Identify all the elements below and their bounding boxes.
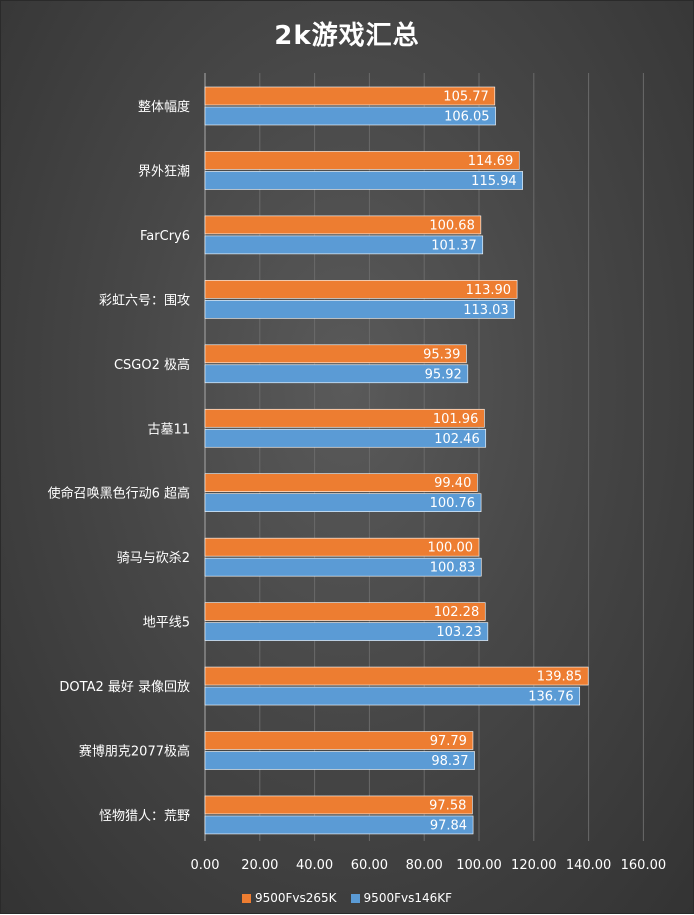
category-label: CSGO2 极高 — [114, 357, 190, 373]
bar-value-label: 136.76 — [528, 690, 574, 705]
category-label: 赛博朋克2077极高 — [79, 744, 190, 760]
category-label: 界外狂潮 — [138, 164, 190, 179]
bar-series-1 — [204, 151, 520, 170]
bar-value-label: 105.77 — [443, 90, 489, 105]
bar-series-1 — [204, 473, 478, 493]
bar-value-label: 95.92 — [425, 367, 462, 382]
bar-value-label: 100.00 — [428, 541, 474, 556]
legend-item-series-1: 9500Fvs265K — [241, 891, 337, 905]
category-label: 地平线5 — [143, 616, 190, 631]
category-label: 古墓11 — [147, 422, 190, 437]
legend-label-series-2: 9500Fvs146KF — [363, 891, 453, 905]
x-tick-label: 100.00 — [456, 858, 502, 873]
bar-value-label: 101.37 — [431, 238, 477, 253]
legend-swatch-series-2 — [350, 893, 360, 903]
x-tick-label: 20.00 — [241, 858, 278, 873]
bar-value-label: 139.85 — [537, 670, 583, 685]
bar-series-2 — [204, 171, 523, 190]
bar-series-2 — [204, 751, 475, 770]
bar-value-label: 113.90 — [466, 283, 512, 298]
bar-value-label: 100.68 — [429, 218, 475, 233]
legend-swatch-series-1 — [241, 893, 251, 903]
legend-item-series-2: 9500Fvs146KF — [350, 891, 453, 905]
bar-value-label: 100.76 — [430, 496, 476, 511]
category-label: 骑马与砍杀2 — [117, 551, 190, 566]
x-tick-label: 80.00 — [406, 858, 443, 873]
bar-value-label: 97.58 — [429, 798, 466, 813]
bar-value-label: 103.23 — [436, 625, 482, 640]
bar-series-1 — [204, 280, 518, 299]
bar-series-1 — [204, 215, 482, 235]
bar-series-2 — [204, 686, 581, 706]
x-tick-label: 120.00 — [511, 858, 557, 873]
bar-value-label: 98.37 — [431, 754, 468, 769]
bar-series-1 — [204, 344, 467, 364]
bar-series-2 — [204, 300, 516, 319]
legend-label-series-1: 9500Fvs265K — [254, 891, 337, 905]
bar-series-1 — [204, 86, 496, 106]
bar-series-1 — [204, 537, 480, 557]
bar-value-label: 115.94 — [471, 174, 517, 189]
bar-series-2 — [204, 493, 482, 513]
bar-value-label: 113.03 — [463, 303, 509, 318]
category-label: FarCry6 — [140, 229, 190, 244]
bar-value-label: 100.83 — [430, 561, 476, 576]
bar-value-label: 102.28 — [434, 605, 480, 620]
category-label: 彩虹六号：围攻 — [99, 293, 190, 308]
bar-value-label: 97.84 — [430, 818, 467, 833]
bar-value-label: 102.46 — [434, 432, 480, 447]
x-tick-label: 140.00 — [566, 858, 612, 873]
legend: 9500Fvs265K 9500Fvs146KF — [1, 891, 693, 905]
category-label: 使命召唤黑色行动6 超高 — [48, 486, 190, 502]
bar-series-1 — [204, 795, 473, 815]
bar-series-2 — [204, 364, 469, 384]
bar-series-2 — [204, 428, 487, 448]
bar-series-1 — [204, 666, 589, 686]
bar-series-1 — [204, 408, 485, 428]
category-label: DOTA2 最好 录像回放 — [59, 680, 190, 695]
category-label: 怪物猎人：荒野 — [99, 809, 190, 824]
bar-value-label: 97.79 — [430, 734, 467, 749]
bar-value-label: 95.39 — [423, 347, 460, 362]
category-label: 整体幅度 — [138, 99, 190, 115]
x-tick-label: 40.00 — [296, 858, 333, 873]
bar-series-2 — [204, 815, 474, 835]
bar-series-2 — [204, 235, 484, 255]
chart-title: 2k游戏汇总 — [274, 21, 420, 51]
bar-series-2 — [204, 106, 496, 126]
bar-value-label: 99.40 — [434, 476, 471, 491]
bar-value-label: 114.69 — [468, 154, 514, 169]
bar-value-label: 106.05 — [444, 110, 490, 125]
bar-series-1 — [204, 602, 486, 621]
x-tick-label: 60.00 — [351, 858, 388, 873]
x-tick-label: 160.00 — [621, 858, 667, 873]
bar-series-1 — [204, 731, 474, 750]
bar-series-2 — [204, 622, 489, 641]
x-tick-label: 0.00 — [191, 858, 220, 873]
bar-value-label: 101.96 — [433, 412, 479, 427]
bar-series-2 — [204, 557, 482, 577]
